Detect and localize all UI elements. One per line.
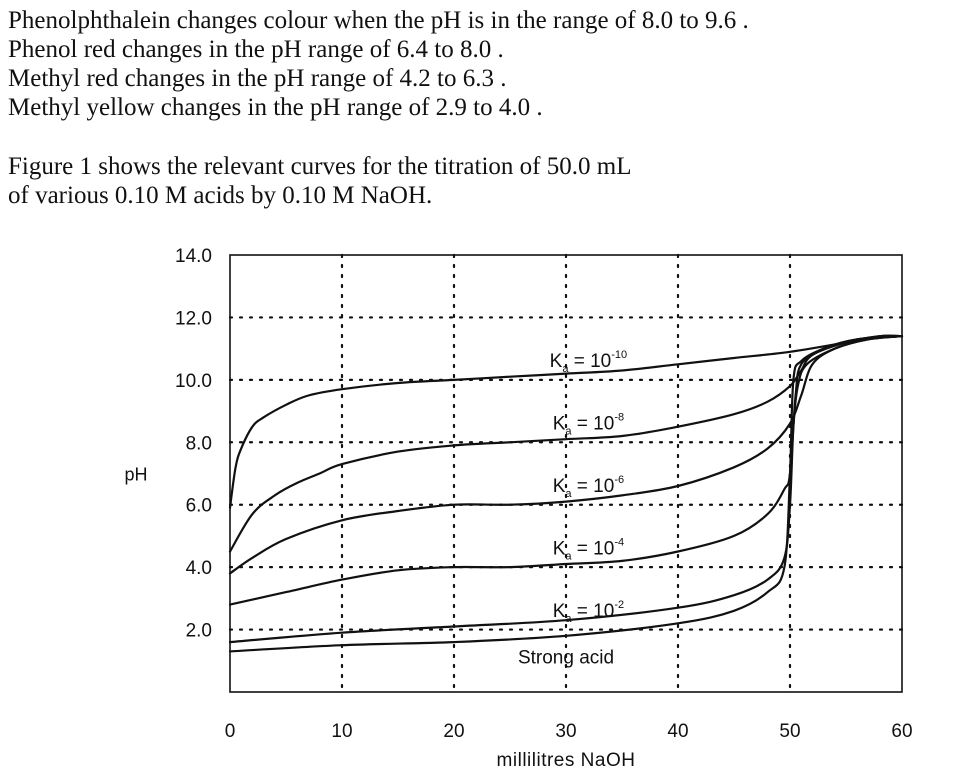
plot-frame	[229, 254, 903, 693]
text-line: Phenolphthalein changes colour when the …	[8, 7, 749, 34]
figure-description-text: Figure 1 shows the relevant curves for t…	[8, 152, 631, 210]
series-label: Ka = 10-2	[553, 599, 624, 625]
series-line	[228, 335, 904, 606]
x-axis-label: millilitres NaOH	[497, 750, 636, 771]
series-line	[228, 335, 904, 575]
series-line	[228, 335, 904, 653]
series-label: Ka = 10-10	[550, 349, 628, 375]
x-tick-label: 10	[331, 721, 352, 742]
x-tick-label: 60	[891, 721, 912, 742]
text-line: of various 0.10 M acids by 0.10 M NaOH.	[8, 182, 433, 209]
y-tick-label: 8.0	[186, 433, 212, 454]
x-tick-label: 30	[555, 721, 576, 742]
text-line: Phenol red changes in the pH range of 6.…	[8, 36, 504, 63]
y-tick-label: 2.0	[186, 621, 212, 642]
y-tick-label: 6.0	[186, 496, 212, 517]
series-label: Ka = 10-6	[553, 474, 624, 500]
y-tick-label: 10.0	[175, 371, 212, 392]
y-axis-label: pH	[124, 465, 147, 485]
x-tick-label: 20	[443, 721, 464, 742]
text-line: Methyl yellow changes in the pH range of…	[8, 94, 543, 121]
series-label: Strong acid	[518, 648, 614, 669]
series-label: Ka = 10-8	[553, 412, 624, 438]
y-tick-label: 12.0	[175, 308, 212, 329]
text-line: Figure 1 shows the relevant curves for t…	[8, 153, 632, 180]
series-label: Ka = 10-4	[553, 536, 624, 562]
x-tick-label: 50	[779, 721, 800, 742]
y-tick-label: 14.0	[175, 246, 212, 267]
text-line: Methyl red changes in the pH range of 4.…	[8, 65, 507, 92]
series-line	[228, 335, 904, 644]
series-line	[228, 334, 904, 509]
x-tick-label: 0	[225, 721, 236, 742]
y-tick-label: 4.0	[186, 558, 212, 579]
indicator-ranges-text: Phenolphthalein changes colour when the …	[8, 6, 749, 122]
x-tick-label: 40	[667, 721, 688, 742]
